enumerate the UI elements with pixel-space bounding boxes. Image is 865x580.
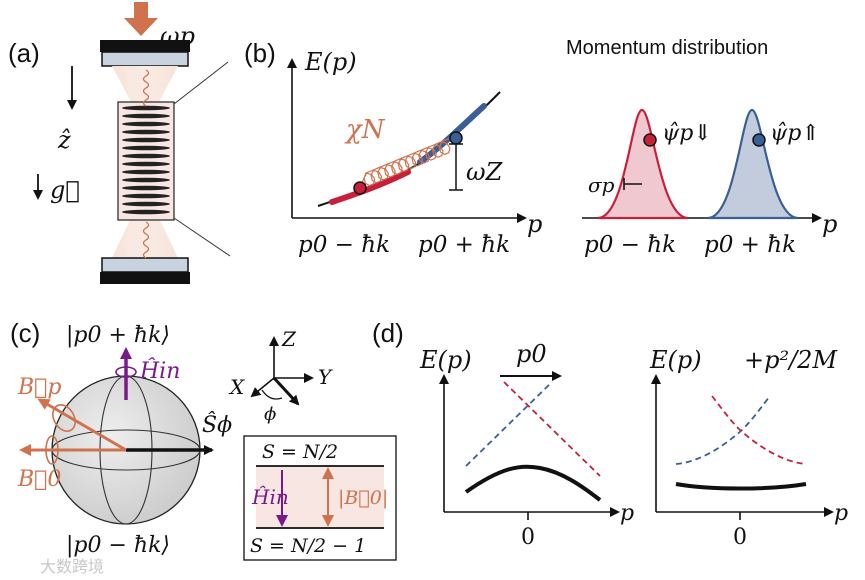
d-right-red-dashed: [711, 395, 807, 465]
bottom-mirror-bar: [100, 272, 190, 284]
lattice-site: [122, 113, 170, 119]
d-left-red-dashed: [503, 381, 601, 477]
d-left-zero: 0: [521, 525, 535, 550]
Hin-label: Ĥin: [139, 357, 180, 384]
lattice-site: [122, 209, 170, 215]
coupling-label: χN: [344, 115, 386, 145]
blue-state-dot: [449, 131, 463, 145]
level-bottom-label: S = N/2 − 1: [250, 535, 366, 557]
blue-distribution: [707, 108, 799, 220]
axis-X-label: X: [228, 375, 245, 399]
Hin-rotation: [115, 366, 137, 378]
bottom-mirror: [101, 257, 189, 273]
psi-down-label: ψ̂p⇓: [662, 121, 712, 146]
psi-up-label: ψ̂p⇑: [770, 121, 820, 146]
coord-phi-arrow: [272, 376, 300, 406]
bottom-state-label: |p0 − ħk⟩: [66, 533, 170, 558]
coord-X-axis: [250, 377, 275, 398]
box-Hin-label: Ĥin: [251, 485, 289, 509]
gravity-label: g⃗: [50, 176, 80, 204]
atom-cloud-box: [117, 101, 175, 221]
lattice-site: [122, 161, 170, 167]
d-right-xlabel: p: [834, 501, 848, 526]
zoom-line-bottom: [173, 217, 231, 257]
d-right-term: +p²/2M: [744, 346, 838, 374]
top-mirror: [101, 51, 189, 67]
d-right-ground-band: [675, 482, 807, 491]
top-mirror-bar: [100, 40, 190, 52]
zeeman-label: ωZ: [466, 158, 504, 186]
coupling-spring: [359, 137, 457, 189]
pump-arrow-shaft: [134, 2, 148, 20]
m-tick-left: p0 − ħk: [584, 232, 676, 258]
lattice-site: [122, 137, 170, 143]
sigma-label: σp: [588, 173, 615, 197]
panel-d: (d) E(p) p0 0 p E(p) +p²/2M 0 p: [372, 318, 848, 550]
z-axis-label: ẑ: [57, 126, 71, 154]
pump-wave-bottom: [142, 221, 150, 259]
lattice-site: [122, 177, 170, 183]
top-state-label: |p0 + ħk⟩: [66, 323, 170, 348]
panel-b-label: (b): [244, 38, 276, 68]
momentum-title: Momentum distribution: [566, 37, 768, 59]
lattice-site: [122, 169, 170, 175]
phi-arc: [261, 389, 283, 400]
Sphi-label: Ŝϕ: [202, 411, 232, 438]
d-right-blue-dashed: [675, 395, 771, 465]
panel-b: (b) E(p) p χN ωZ p0 − ħk p0 + ħk Momentu…: [244, 37, 837, 258]
lattice-ellipses: [122, 105, 170, 215]
zoom-line-top: [173, 61, 229, 105]
d-right-ylabel: E(p): [649, 346, 702, 374]
d-right-zero: 0: [733, 525, 747, 550]
lattice-site: [122, 153, 170, 159]
lattice-site: [122, 145, 170, 151]
watermark: 大数跨境: [40, 557, 104, 576]
panel-c-label: (c): [10, 318, 40, 348]
level-top-label: S = N/2: [262, 441, 338, 463]
b-tick-right: p0 + ħk: [418, 232, 510, 258]
lattice-site: [122, 185, 170, 191]
Bp-rotation: [52, 404, 76, 432]
panel-d-label: (d): [372, 318, 404, 348]
phi-label: ϕ: [264, 404, 276, 425]
panel-a: (a) ωp ẑ g⃗: [8, 2, 231, 284]
b-ylabel: E(p): [304, 48, 357, 76]
Bp-label: B⃗p: [17, 375, 61, 400]
lattice-site: [122, 121, 170, 127]
m-tick-right: p0 + ħk: [704, 232, 796, 258]
lattice-site: [122, 105, 170, 111]
lattice-site: [122, 201, 170, 207]
d-left-blue-dashed: [465, 381, 553, 467]
B0-label: B⃗0: [17, 467, 61, 492]
pump-wave-top: [142, 69, 150, 107]
dispersion-curve: [317, 91, 501, 207]
red-distribution: [597, 108, 689, 220]
panel-c: (c) |p0 + ħk⟩ |p0 − ħk⟩ Ĥin B⃗p B⃗0 Ŝϕ Z…: [10, 318, 397, 561]
red-momentum-segment: [329, 169, 411, 205]
d-arrow-label: p0: [516, 340, 547, 368]
box-B0-label: |B⃗0|: [338, 487, 388, 509]
d-left-xlabel: p: [620, 501, 634, 526]
B0-rotation: [45, 435, 59, 465]
red-distribution-dot: [643, 133, 657, 147]
axis-Z-label: Z: [281, 327, 297, 351]
red-state-dot: [353, 181, 367, 195]
axis-Y-label: Y: [318, 365, 333, 389]
d-left-ground-band: [464, 464, 602, 502]
lattice-site: [122, 129, 170, 135]
m-xlabel: p: [822, 210, 837, 238]
b-xlabel: p: [527, 210, 542, 238]
d-left-ylabel: E(p): [419, 346, 472, 374]
panel-a-label: (a): [8, 38, 40, 68]
pump-arrow-head: [124, 18, 158, 36]
lattice-site: [122, 193, 170, 199]
blue-distribution-dot: [752, 133, 766, 147]
b-tick-left: p0 − ħk: [298, 232, 390, 258]
